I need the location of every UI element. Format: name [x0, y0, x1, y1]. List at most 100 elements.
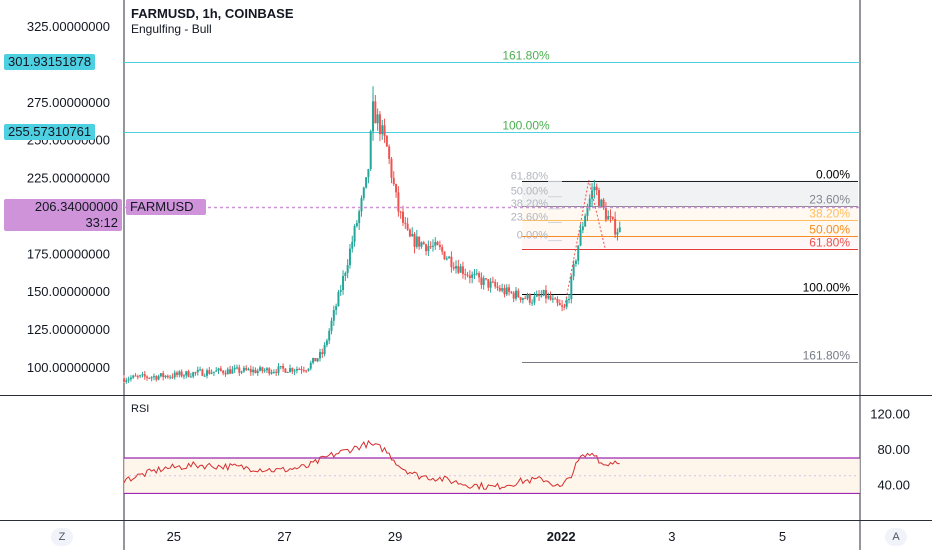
- candle-body: [323, 344, 326, 354]
- price-tick-label: 325.00000000: [27, 19, 110, 34]
- candle-body: [586, 207, 589, 216]
- candle-body: [556, 298, 559, 304]
- price-tag-label: 255.57310761: [4, 124, 96, 141]
- candle-body: [229, 369, 232, 374]
- candle-body: [577, 245, 580, 261]
- candle-body: [254, 369, 257, 374]
- candle-body: [427, 246, 430, 252]
- candle-body: [282, 366, 285, 369]
- candle-body: [325, 340, 328, 345]
- candle-body: [187, 371, 190, 377]
- time-tick-label: 29: [388, 529, 402, 544]
- candle-body: [166, 375, 169, 378]
- pattern-zigzag: [563, 179, 606, 311]
- candle-body: [558, 303, 561, 306]
- candle-body: [390, 158, 393, 178]
- candle-body: [517, 290, 520, 298]
- fib-level-label: 50.00%: [809, 223, 850, 237]
- candle-body: [157, 376, 160, 380]
- candle-body: [291, 368, 294, 372]
- current-price-value: 206.34000000: [34, 198, 118, 214]
- candle-body: [139, 375, 142, 377]
- candle-body: [452, 267, 455, 269]
- candle-body: [203, 375, 206, 377]
- candle-body: [298, 369, 301, 371]
- candle-body: [547, 295, 550, 299]
- candle-body: [528, 294, 531, 303]
- candle-body: [148, 377, 151, 379]
- candle-body: [425, 244, 428, 252]
- candle-body: [217, 368, 220, 371]
- price-tick-label: 125.00000000: [27, 322, 110, 337]
- candle-body: [245, 367, 248, 370]
- candle-body: [401, 211, 404, 223]
- candle-body: [485, 278, 488, 280]
- candle-body: [129, 377, 132, 380]
- candle-body: [600, 199, 603, 206]
- candle-body: [475, 273, 478, 275]
- candle-body: [284, 368, 287, 373]
- candle-body: [554, 298, 557, 300]
- candle-body: [152, 376, 155, 378]
- candle-body: [185, 371, 188, 376]
- candle-body: [247, 369, 250, 371]
- candle-body: [353, 226, 356, 242]
- candle-body: [270, 372, 273, 374]
- fib-level-label: 38.20%: [809, 207, 850, 221]
- price-tick-label: 100.00000000: [27, 360, 110, 375]
- candle-body: [597, 190, 600, 206]
- rsi-tick-label: 80.00: [877, 442, 910, 457]
- time-tick-label: 2022: [547, 529, 576, 544]
- candle-body: [256, 370, 259, 374]
- candle-body: [136, 376, 139, 378]
- candle-body: [572, 263, 575, 277]
- fib-extension-label: 161.80%: [502, 49, 550, 63]
- fib-level-label: 61.80%: [809, 236, 850, 250]
- fib-band: [522, 180, 858, 207]
- candle-body: [478, 273, 481, 278]
- candle-body: [362, 187, 365, 199]
- candle-body: [399, 211, 402, 213]
- candle-body: [150, 377, 153, 379]
- candle-body: [365, 177, 368, 188]
- candle-body: [189, 376, 192, 378]
- candle-body: [196, 369, 199, 373]
- current-price-countdown: 33:12: [85, 214, 118, 230]
- candle-body: [309, 362, 312, 369]
- candle-body: [279, 366, 282, 368]
- rsi-band: [124, 458, 860, 494]
- candle-body: [395, 183, 398, 193]
- candle-body: [568, 298, 571, 300]
- candle-body: [418, 236, 421, 247]
- candle-body: [618, 227, 621, 233]
- candle-body: [182, 375, 185, 377]
- candle-body: [242, 367, 245, 372]
- candle-body: [614, 218, 617, 235]
- candle-body: [219, 368, 222, 371]
- candle-body: [231, 369, 234, 374]
- rsi-tick-label: 120.00: [870, 407, 910, 422]
- candle-body: [510, 291, 513, 293]
- candle-body: [434, 241, 437, 246]
- candle-body: [602, 199, 605, 208]
- small-fib-label: 50.00%: [511, 186, 549, 198]
- candle-body: [178, 371, 181, 375]
- auto-scale-button[interactable]: A: [885, 528, 907, 546]
- candle-body: [155, 376, 158, 380]
- candle-body: [383, 125, 386, 136]
- candle-body: [438, 244, 441, 248]
- candle-body: [431, 245, 434, 247]
- price-tag-label: 301.93151878: [4, 54, 96, 71]
- candle-body: [312, 357, 315, 363]
- fib-band: [522, 236, 858, 249]
- small-fib-label: 23.60%: [511, 211, 549, 223]
- candle-body: [224, 373, 227, 375]
- fib-level-label: 0.00%: [816, 168, 850, 182]
- candle-body: [369, 131, 372, 170]
- candle-body: [616, 232, 619, 235]
- zoom-button[interactable]: Z: [51, 528, 73, 546]
- candle-body: [305, 370, 308, 372]
- candle-body: [482, 278, 485, 285]
- rsi-tick-label: 40.00: [877, 478, 910, 493]
